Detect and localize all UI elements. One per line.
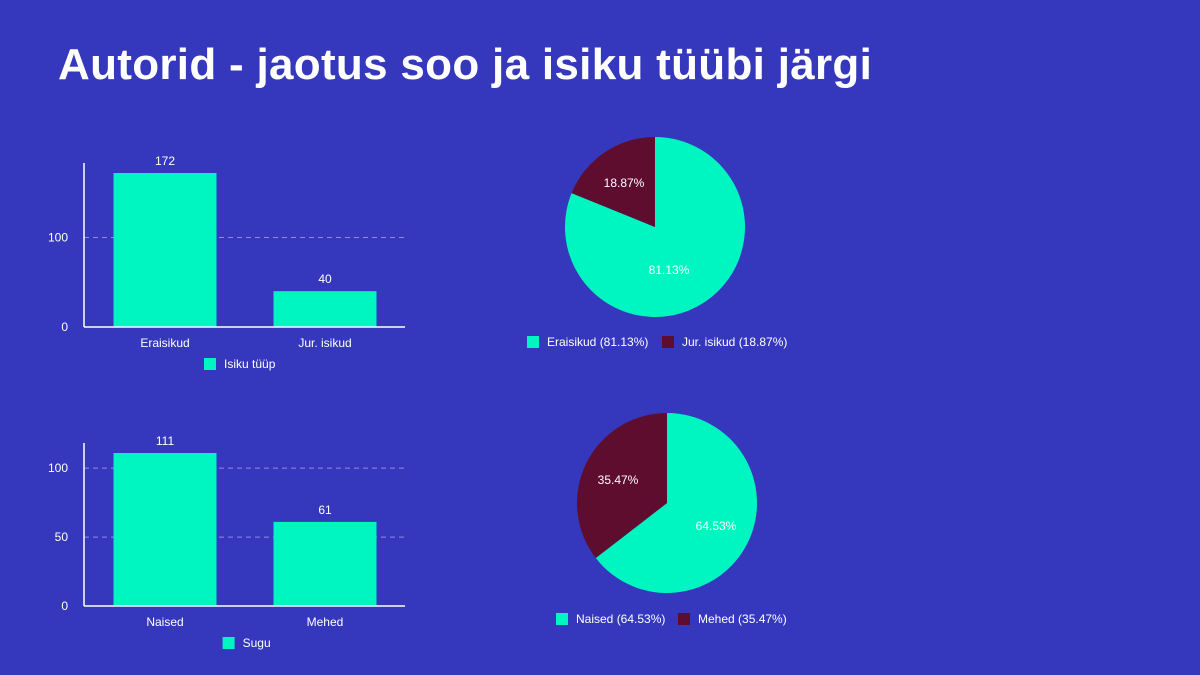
bar-chart-2-legend-swatch	[222, 637, 235, 649]
bar-chart-1-y-tick-label: 0	[61, 320, 68, 334]
pie-chart-2-slice-2	[577, 413, 667, 559]
bar-chart-1-data-label: 172	[155, 154, 175, 168]
bar-chart-1-legend-swatch	[204, 358, 216, 370]
bar-chart-2-bar	[113, 453, 217, 606]
bar-chart-2-data-label: 111	[156, 434, 175, 448]
pie-chart-2-legend-swatch	[678, 613, 690, 625]
bar-chart-2-y-tick-label: 50	[55, 530, 69, 544]
bar-chart-1-bar	[113, 173, 217, 327]
bar-chart-2-category-label: Naised	[146, 615, 183, 629]
bar-chart-2-legend-label: Sugu	[243, 636, 271, 650]
pie-chart-2-slice-1	[595, 413, 758, 593]
bar-chart-2-category-label: Mehed	[307, 615, 344, 629]
pie-chart-1-legend-label: Eraisikud (81.13%)	[547, 335, 648, 349]
pie-chart-1-slice-1	[564, 137, 745, 317]
bar-chart-1-y-tick-label: 100	[48, 230, 68, 244]
pie-chart-1-slice-label: 18.87%	[604, 176, 645, 190]
pie-chart-1-slice-2	[571, 137, 655, 227]
bar-chart-2-y-tick-label: 0	[61, 599, 68, 613]
pie-chart-2-slice-label: 35.47%	[598, 473, 639, 487]
pie-chart-2-legend-swatch	[556, 613, 568, 625]
bar-chart-1-category-label: Eraisikud	[140, 336, 189, 350]
pie-chart-1-slice-label: 81.13%	[649, 263, 690, 277]
bar-chart-1-legend-label: Isiku tüüp	[224, 357, 276, 371]
bar-chart-1-data-label: 40	[318, 272, 332, 286]
pie-chart-1-legend-label: Jur. isikud (18.87%)	[682, 335, 787, 349]
pie-chart-1-legend-swatch	[662, 336, 674, 348]
page-title: Autorid - jaotus soo ja isiku tüübi järg…	[58, 40, 873, 89]
pie-chart-2-legend-label: Naised (64.53%)	[576, 612, 665, 626]
pie-chart-2-slice-label: 64.53%	[696, 519, 737, 533]
bar-chart-2-y-tick-label: 100	[48, 461, 68, 475]
pie-chart-1-legend-swatch	[527, 336, 539, 348]
bar-chart-2-data-label: 61	[318, 503, 332, 517]
bar-chart-1-category-label: Jur. isikud	[298, 336, 351, 350]
bar-chart-2-bar	[273, 521, 377, 606]
bar-chart-1-bar	[273, 291, 377, 327]
pie-chart-2-legend-label: Mehed (35.47%)	[698, 612, 787, 626]
